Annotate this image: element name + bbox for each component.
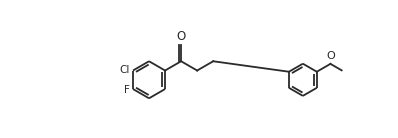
Text: O: O — [326, 51, 335, 61]
Text: F: F — [124, 85, 130, 95]
Text: O: O — [176, 30, 186, 43]
Text: Cl: Cl — [120, 65, 130, 75]
